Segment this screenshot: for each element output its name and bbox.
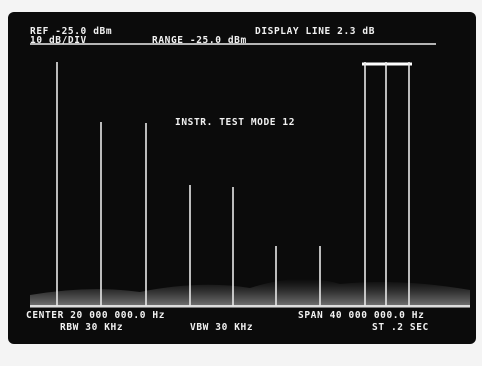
vbw: VBW 30 KHz — [190, 322, 253, 333]
display-line-label: DISPLAY LINE 2.3 dB — [255, 26, 375, 37]
noise-floor — [30, 278, 470, 308]
range: RANGE -25.0 dBm — [152, 35, 247, 46]
scale: 10 dB/DIV — [30, 35, 87, 46]
test-mode: INSTR. TEST MODE 12 — [175, 117, 295, 128]
screen — [8, 12, 476, 344]
center-frequency: CENTER 20 000 000.0 Hz — [26, 310, 165, 321]
rbw: RBW 30 KHz — [60, 322, 123, 333]
span: SPAN 40 000 000.0 Hz — [298, 310, 424, 321]
reference-level: REF -25.0 dBm — [30, 26, 112, 37]
sweep-time: ST .2 SEC — [372, 322, 429, 333]
signal-lines — [56, 62, 410, 306]
